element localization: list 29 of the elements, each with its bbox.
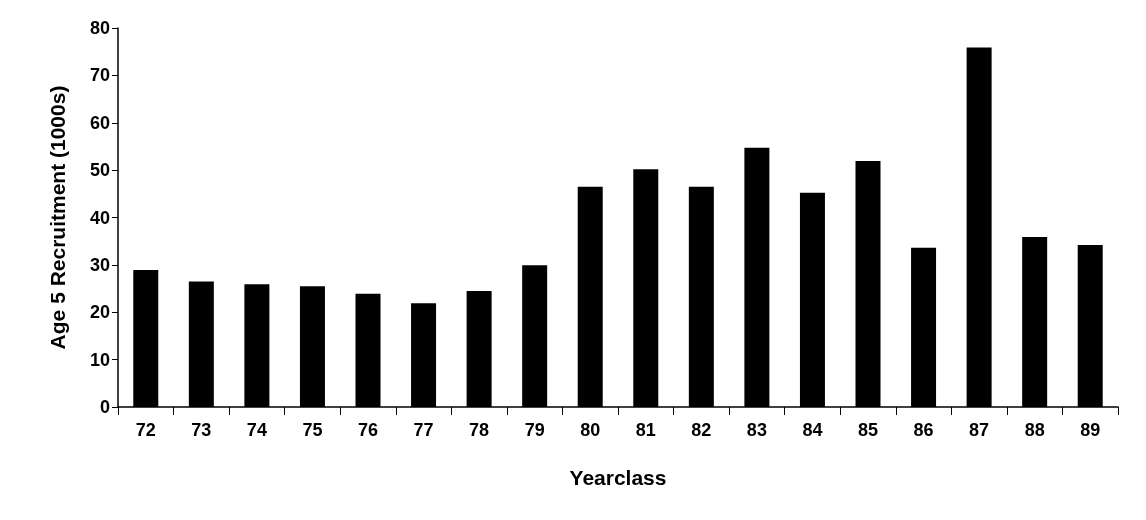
x-tick-label: 72 <box>135 420 156 440</box>
y-tick-label: 40 <box>89 207 110 228</box>
y-tick-label: 60 <box>89 112 110 133</box>
x-tick-label: 81 <box>635 420 656 440</box>
x-tick-label: 73 <box>191 420 212 440</box>
y-tick-label: 70 <box>89 65 110 86</box>
x-tick-label: 78 <box>469 420 490 440</box>
y-tick-label: 0 <box>99 397 110 417</box>
x-tick-label: 84 <box>802 420 823 440</box>
x-tick-label: 76 <box>357 420 379 440</box>
x-tick-label: 82 <box>691 420 712 440</box>
x-tick-label: 87 <box>969 420 990 440</box>
y-tick-label: 80 <box>89 18 110 38</box>
x-tick-label: 80 <box>580 420 601 440</box>
x-tick-label: 89 <box>1080 420 1101 440</box>
y-tick-label: 20 <box>89 302 110 323</box>
y-tick-label: 50 <box>89 160 110 181</box>
x-tick-label: 75 <box>302 420 323 440</box>
x-tick-label: 86 <box>913 420 934 440</box>
x-tick-label: 83 <box>746 420 767 440</box>
x-axis-title: Yearclass <box>569 466 667 489</box>
x-tick-label: 77 <box>413 420 434 440</box>
y-tick-label: 10 <box>89 349 110 370</box>
x-tick-label: 85 <box>857 420 879 440</box>
y-tick-label: 30 <box>89 254 110 275</box>
x-tick-label: 79 <box>524 420 545 440</box>
x-tick-label: 74 <box>246 420 267 440</box>
y-axis-title: Age 5 Recruitment (1000s) <box>46 85 69 350</box>
x-tick-label: 88 <box>1024 420 1045 440</box>
